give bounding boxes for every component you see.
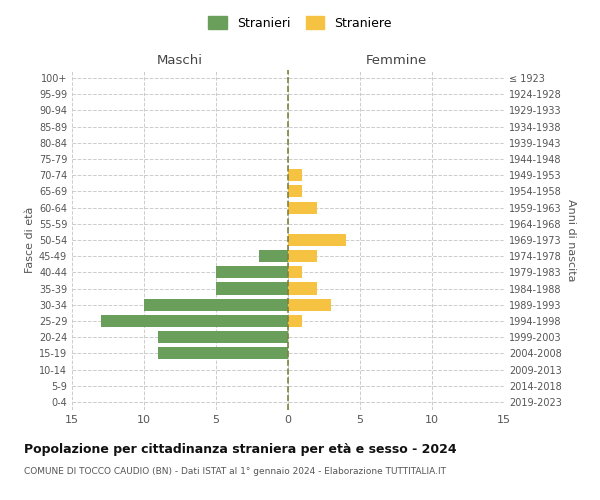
Bar bbox=[288, 186, 302, 198]
Bar bbox=[259, 250, 288, 262]
Bar bbox=[288, 298, 331, 311]
Y-axis label: Fasce di età: Fasce di età bbox=[25, 207, 35, 273]
Bar bbox=[158, 348, 288, 360]
Text: Popolazione per cittadinanza straniera per età e sesso - 2024: Popolazione per cittadinanza straniera p… bbox=[24, 442, 457, 456]
Legend: Stranieri, Straniere: Stranieri, Straniere bbox=[203, 11, 397, 35]
Bar bbox=[288, 282, 317, 294]
Text: Maschi: Maschi bbox=[157, 54, 203, 67]
Bar bbox=[144, 298, 288, 311]
Bar bbox=[101, 315, 288, 327]
Bar bbox=[216, 266, 288, 278]
Bar bbox=[158, 331, 288, 343]
Bar bbox=[216, 282, 288, 294]
Bar bbox=[288, 169, 302, 181]
Bar bbox=[288, 250, 317, 262]
Text: Femmine: Femmine bbox=[365, 54, 427, 67]
Y-axis label: Anni di nascita: Anni di nascita bbox=[566, 198, 576, 281]
Bar bbox=[288, 266, 302, 278]
Bar bbox=[288, 315, 302, 327]
Bar bbox=[288, 234, 346, 246]
Text: COMUNE DI TOCCO CAUDIO (BN) - Dati ISTAT al 1° gennaio 2024 - Elaborazione TUTTI: COMUNE DI TOCCO CAUDIO (BN) - Dati ISTAT… bbox=[24, 468, 446, 476]
Bar bbox=[288, 202, 317, 213]
